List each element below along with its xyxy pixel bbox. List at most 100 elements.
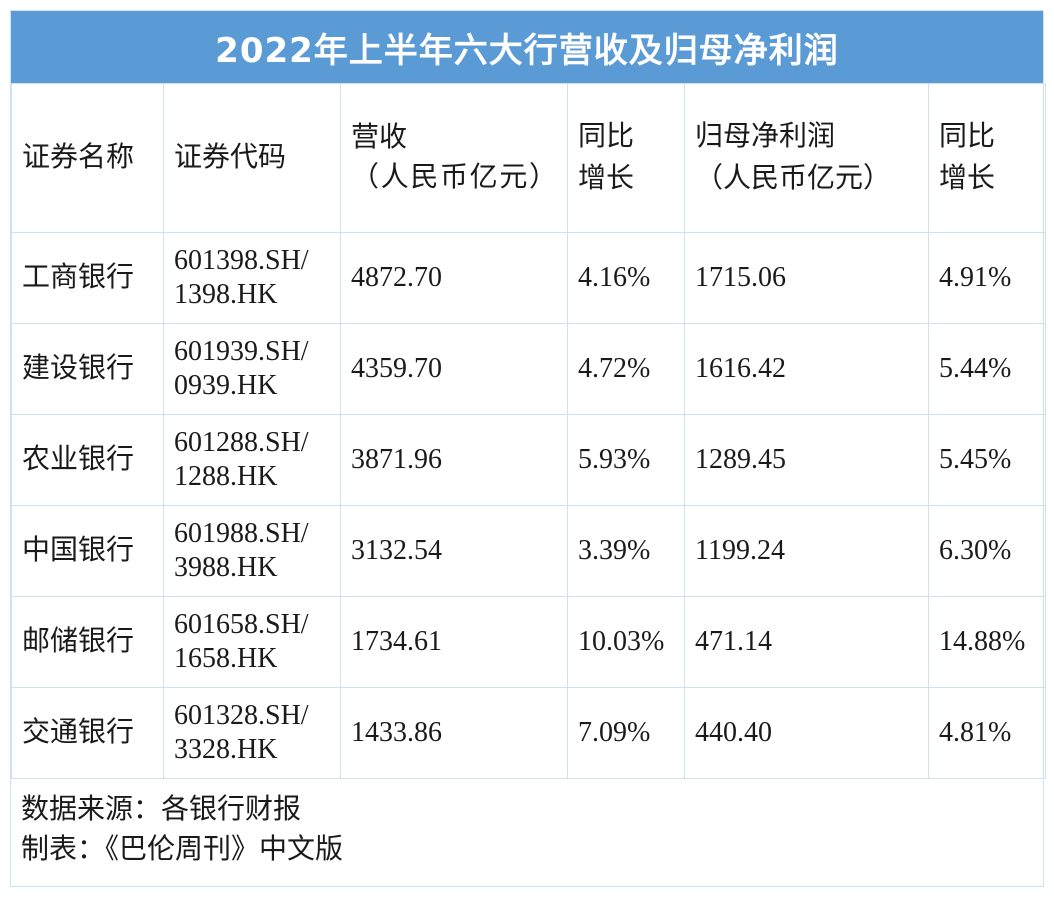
cell-net-profit: 1199.24	[684, 505, 929, 597]
header-name-label: 证券名称	[22, 142, 135, 173]
table-row: 农业银行 601288.SH/1288.HK 3871.96 5.93% 1289.45…	[11, 414, 1046, 506]
table-card: 2022年上半年六大行营收及归母净利润 证券名称 证券代码 营收 （人民币亿元）…	[10, 10, 1046, 887]
header-profit-yoy-line2: 增长	[939, 163, 996, 194]
table-footer: 数据来源：各银行财报 制表：《巴伦周刊》中文版	[11, 780, 1043, 886]
cell-stock-code: 601658.SH/1658.HK	[163, 596, 341, 688]
cell-revenue-text: 4872.70	[351, 262, 442, 293]
cell-stock-code: 601288.SH/1288.HK	[163, 414, 341, 506]
cell-revenue: 4359.70	[340, 323, 568, 415]
bank-table: 证券名称 证券代码 营收 （人民币亿元） 同比 增长 归母净利润 （人民币亿元）	[11, 83, 1046, 779]
header-revenue-label: 营收	[351, 122, 408, 153]
cell-profit-yoy: 6.30%	[928, 505, 1046, 597]
cell-revenue-yoy: 5.93%	[567, 414, 685, 506]
cell-revenue-yoy: 4.16%	[567, 232, 685, 324]
cell-profit-yoy: 4.81%	[928, 687, 1046, 779]
cell-net-profit-text: 1199.24	[695, 535, 785, 566]
cell-bank-name: 交通银行	[11, 687, 164, 779]
cell-revenue-yoy-text: 5.93%	[578, 444, 651, 475]
header-revenue-yoy-line1: 同比	[578, 121, 635, 152]
header-net-profit-unit: （人民币亿元）	[695, 163, 892, 194]
cell-revenue-yoy: 7.09%	[567, 687, 685, 779]
cell-stock-code: 601988.SH/3988.HK	[163, 505, 341, 597]
cell-bank-name-text: 农业银行	[22, 444, 135, 475]
cell-bank-name: 农业银行	[11, 414, 164, 506]
cell-stock-code-line2: 3328.HK	[174, 734, 278, 765]
cell-stock-code-line2: 1658.HK	[174, 643, 278, 674]
table-row: 交通银行 601328.SH/3328.HK 1433.86 7.09% 440.40 4…	[11, 687, 1046, 779]
header-net-profit: 归母净利润 （人民币亿元）	[684, 83, 929, 233]
cell-profit-yoy: 4.91%	[928, 232, 1046, 324]
cell-profit-yoy-text: 14.88%	[939, 626, 1026, 657]
table-row: 中国银行 601988.SH/3988.HK 3132.54 3.39% 1199.24…	[11, 505, 1046, 597]
cell-revenue: 3132.54	[340, 505, 568, 597]
table-title: 2022年上半年六大行营收及归母净利润	[11, 11, 1043, 83]
cell-bank-name: 中国银行	[11, 505, 164, 597]
cell-revenue-text: 3871.96	[351, 444, 442, 475]
cell-net-profit: 1715.06	[684, 232, 929, 324]
cell-revenue-yoy-text: 3.39%	[578, 535, 651, 566]
cell-revenue: 1433.86	[340, 687, 568, 779]
cell-profit-yoy: 14.88%	[928, 596, 1046, 688]
cell-net-profit-text: 471.14	[695, 626, 772, 657]
cell-stock-code-line2: 0939.HK	[174, 370, 278, 401]
cell-bank-name: 工商银行	[11, 232, 164, 324]
header-profit-yoy-line1: 同比	[939, 121, 996, 152]
cell-revenue-yoy: 3.39%	[567, 505, 685, 597]
cell-revenue: 1734.61	[340, 596, 568, 688]
cell-bank-name-text: 中国银行	[22, 535, 135, 566]
cell-profit-yoy: 5.44%	[928, 323, 1046, 415]
header-code: 证券代码	[163, 83, 341, 233]
header-net-profit-label: 归母净利润	[695, 121, 836, 152]
cell-revenue-yoy: 10.03%	[567, 596, 685, 688]
cell-profit-yoy-text: 4.81%	[939, 717, 1012, 748]
cell-bank-name: 建设银行	[11, 323, 164, 415]
cell-profit-yoy-text: 5.44%	[939, 353, 1012, 384]
cell-revenue-yoy: 4.72%	[567, 323, 685, 415]
cell-stock-code-line1: 601988.SH/	[174, 518, 309, 549]
cell-revenue-yoy-text: 4.16%	[578, 262, 651, 293]
table-row: 建设银行 601939.SH/0939.HK 4359.70 4.72% 1616.42…	[11, 323, 1046, 415]
header-revenue-yoy-line2: 增长	[578, 163, 635, 194]
header-profit-yoy: 同比 增长	[928, 83, 1046, 233]
cell-net-profit: 440.40	[684, 687, 929, 779]
cell-stock-code: 601398.SH/1398.HK	[163, 232, 341, 324]
data-source-note: 数据来源：各银行财报	[21, 794, 302, 825]
header-revenue-unit: （人民币亿元）	[351, 162, 557, 193]
cell-stock-code: 601328.SH/3328.HK	[163, 687, 341, 779]
cell-revenue-yoy-text: 7.09%	[578, 717, 651, 748]
cell-revenue-text: 1433.86	[351, 717, 442, 748]
cell-bank-name: 邮储银行	[11, 596, 164, 688]
table-row: 工商银行 601398.SH/1398.HK 4872.70 4.16% 1715.06…	[11, 232, 1046, 324]
cell-stock-code-line1: 601288.SH/	[174, 427, 309, 458]
cell-bank-name-text: 工商银行	[22, 262, 135, 293]
cell-stock-code-line1: 601939.SH/	[174, 336, 309, 367]
cell-stock-code-line2: 1398.HK	[174, 279, 278, 310]
cell-net-profit-text: 1715.06	[695, 262, 786, 293]
cell-net-profit: 1289.45	[684, 414, 929, 506]
header-name: 证券名称	[11, 83, 164, 233]
header-revenue-yoy: 同比 增长	[567, 83, 685, 233]
cell-bank-name-text: 建设银行	[22, 353, 135, 384]
cell-revenue-text: 4359.70	[351, 353, 442, 384]
cell-net-profit-text: 1616.42	[695, 353, 786, 384]
cell-stock-code-line1: 601328.SH/	[174, 700, 309, 731]
cell-profit-yoy-text: 6.30%	[939, 535, 1012, 566]
cell-stock-code: 601939.SH/0939.HK	[163, 323, 341, 415]
cell-stock-code-line2: 1288.HK	[174, 461, 278, 492]
cell-profit-yoy-text: 4.91%	[939, 262, 1012, 293]
cell-profit-yoy-text: 5.45%	[939, 444, 1012, 475]
cell-stock-code-line2: 3988.HK	[174, 552, 278, 583]
cell-bank-name-text: 交通银行	[22, 717, 135, 748]
cell-revenue-text: 3132.54	[351, 535, 442, 566]
cell-revenue: 4872.70	[340, 232, 568, 324]
cell-revenue-yoy-text: 4.72%	[578, 353, 651, 384]
header-row: 证券名称 证券代码 营收 （人民币亿元） 同比 增长 归母净利润 （人民币亿元）	[11, 83, 1046, 233]
cell-revenue: 3871.96	[340, 414, 568, 506]
table-row: 邮储银行 601658.SH/1658.HK 1734.61 10.03% 471.14…	[11, 596, 1046, 688]
cell-net-profit-text: 440.40	[695, 717, 772, 748]
cell-net-profit-text: 1289.45	[695, 444, 786, 475]
table-credit-note: 制表：《巴伦周刊》中文版	[21, 834, 344, 865]
cell-revenue-yoy-text: 10.03%	[578, 626, 665, 657]
cell-profit-yoy: 5.45%	[928, 414, 1046, 506]
cell-stock-code-line1: 601658.SH/	[174, 609, 309, 640]
